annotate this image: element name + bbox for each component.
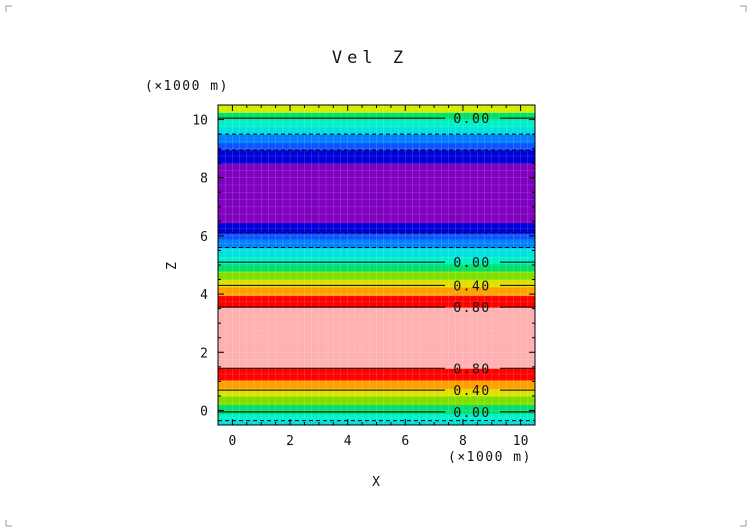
color-band (218, 222, 535, 234)
chart-title: Vel Z (332, 48, 408, 68)
y-tick-label: 6 (200, 230, 208, 245)
contour-label: 0.80 (453, 362, 490, 377)
color-band (218, 238, 535, 249)
x-tick-label: 6 (401, 434, 409, 449)
y-tick-label: 4 (200, 288, 208, 303)
x-tick-label: 10 (513, 434, 529, 449)
contour-labels: 0.00 0.00 0.40 0.80 0.80 0.40 0.00 (453, 112, 490, 421)
color-band (218, 134, 535, 144)
color-band (218, 404, 535, 414)
color-band (218, 150, 535, 164)
color-band (218, 256, 535, 265)
contour-label: 0.80 (453, 301, 490, 316)
y-tick-label: 8 (200, 172, 208, 187)
y-unit-label: (×1000 m) (145, 79, 229, 94)
x-axis-label: X (372, 475, 380, 490)
x-tick-label: 4 (344, 434, 352, 449)
y-tick-labels: 0 2 4 6 8 10 (192, 114, 208, 420)
color-band (218, 295, 535, 308)
color-band (218, 279, 535, 288)
color-band (218, 395, 535, 406)
y-tick-label: 2 (200, 346, 208, 361)
color-band (218, 270, 535, 281)
plot-area: 0.00 0.00 0.40 0.80 0.80 0.40 0.00 0 2 4 6 8 10 0 2 4… (192, 104, 536, 449)
x-tick-label: 2 (286, 434, 294, 449)
y-axis-label: Z (165, 262, 180, 270)
color-band (218, 119, 535, 128)
color-band (218, 105, 535, 113)
axis-ticks (217, 104, 536, 426)
contour-label: 0.00 (453, 406, 490, 421)
contour-label: 0.00 (453, 256, 490, 271)
x-tick-label: 0 (228, 434, 236, 449)
x-tick-label: 8 (459, 434, 467, 449)
color-band (218, 112, 535, 121)
color-band (218, 142, 535, 151)
color-band (218, 233, 535, 240)
y-tick-label: 0 (200, 404, 208, 419)
color-bands (218, 105, 535, 426)
contour-label: 0.40 (453, 384, 490, 399)
contour-label: 0.00 (453, 112, 490, 127)
color-band (218, 379, 535, 390)
color-band (218, 247, 535, 257)
color-band (218, 388, 535, 397)
color-band (218, 413, 535, 422)
color-band (218, 263, 535, 272)
x-unit-label: (×1000 m) (448, 450, 532, 465)
contour-lines (218, 117, 535, 422)
color-band (218, 163, 535, 224)
color-band (218, 126, 535, 135)
x-tick-labels: 0 2 4 6 8 10 (228, 434, 528, 449)
page-corner-marks (5, 5, 747, 527)
color-band (218, 307, 535, 369)
color-band (218, 286, 535, 297)
contour-label: 0.40 (453, 279, 490, 294)
color-band (218, 368, 535, 381)
y-tick-label: 10 (192, 114, 208, 129)
